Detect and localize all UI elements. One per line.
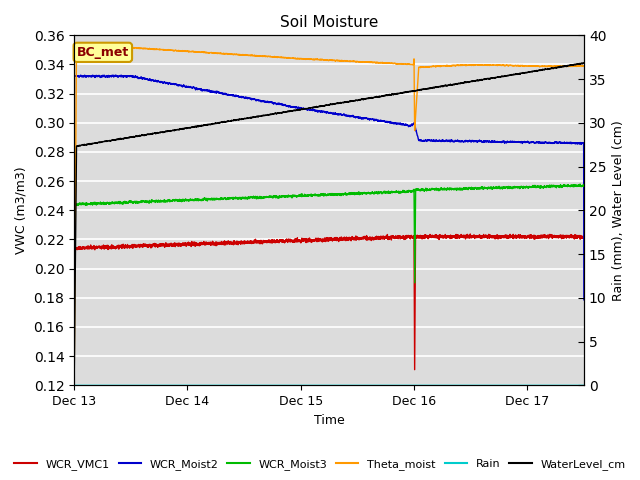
Line: WCR_Moist2: WCR_Moist2 (74, 75, 584, 319)
WCR_Moist3 (96, 201, 104, 206)
Legend: WCR_VMC1, WCR_Moist2, WCR_Moist3, Theta_moist, Rain, WaterLevel_cm: WCR_VMC1, WCR_Moist2, WCR_Moist3, Theta_… (10, 455, 630, 474)
WaterLevel_cm (462, 80, 470, 85)
Theta_moist (462, 62, 470, 68)
Rain (148, 383, 156, 388)
Rain (96, 383, 104, 388)
Text: BC_met: BC_met (77, 46, 129, 59)
WCR_VMC1 (524, 234, 532, 240)
WCR_Moist3 (304, 193, 312, 199)
WaterLevel_cm (96, 140, 104, 145)
Rain (304, 383, 312, 388)
WaterLevel_cm (148, 131, 156, 136)
Line: Theta_moist: Theta_moist (74, 44, 584, 385)
WCR_Moist2 (462, 138, 470, 144)
WaterLevel_cm (304, 106, 312, 111)
WaterLevel_cm (524, 69, 532, 75)
WCR_Moist3 (580, 183, 588, 189)
WCR_Moist3 (576, 181, 584, 187)
Theta_moist (148, 46, 156, 52)
Line: WCR_Moist3: WCR_Moist3 (74, 184, 584, 283)
WCR_Moist3 (524, 185, 532, 191)
Theta_moist (96, 42, 104, 48)
WCR_Moist3 (411, 280, 419, 286)
Rain (462, 383, 470, 388)
Theta_moist (77, 41, 84, 47)
WCR_Moist2 (70, 316, 78, 322)
WCR_Moist3 (148, 197, 156, 203)
WCR_VMC1 (269, 240, 277, 245)
WCR_VMC1 (304, 239, 312, 245)
Rain (524, 383, 532, 388)
WCR_VMC1 (411, 367, 419, 372)
WaterLevel_cm (580, 60, 588, 66)
Y-axis label: VWC (m3/m3): VWC (m3/m3) (15, 167, 28, 254)
WaterLevel_cm (580, 60, 588, 66)
Rain (580, 383, 588, 388)
WCR_VMC1 (70, 245, 78, 251)
WCR_VMC1 (580, 234, 588, 240)
Line: WCR_VMC1: WCR_VMC1 (74, 234, 584, 370)
WCR_VMC1 (467, 231, 474, 237)
Y-axis label: Rain (mm), Water Level (cm): Rain (mm), Water Level (cm) (612, 120, 625, 300)
WCR_Moist2 (96, 74, 104, 80)
X-axis label: Time: Time (314, 414, 344, 427)
WCR_VMC1 (96, 245, 104, 251)
Title: Soil Moisture: Soil Moisture (280, 15, 378, 30)
Rain (269, 383, 277, 388)
Theta_moist (580, 63, 588, 69)
Theta_moist (269, 54, 277, 60)
Rain (70, 383, 78, 388)
WCR_VMC1 (462, 233, 470, 239)
WCR_VMC1 (148, 242, 156, 248)
Line: WaterLevel_cm: WaterLevel_cm (74, 63, 584, 385)
Theta_moist (524, 63, 532, 69)
Theta_moist (304, 56, 312, 62)
WaterLevel_cm (70, 383, 78, 388)
WCR_Moist2 (112, 72, 120, 78)
WCR_Moist2 (269, 100, 277, 106)
WCR_Moist2 (524, 139, 532, 145)
WCR_Moist3 (70, 201, 78, 207)
WCR_Moist2 (148, 77, 156, 83)
WaterLevel_cm (269, 111, 277, 117)
WCR_Moist3 (269, 194, 277, 200)
WCR_Moist2 (304, 107, 312, 112)
WCR_Moist2 (580, 297, 588, 303)
WCR_Moist3 (462, 185, 470, 191)
Theta_moist (70, 382, 78, 388)
